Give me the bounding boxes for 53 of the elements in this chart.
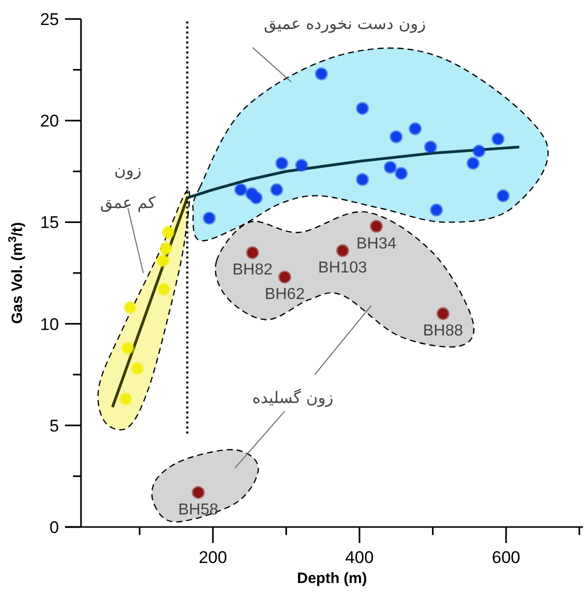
point (160, 242, 173, 256)
annotation: BH34 (356, 235, 396, 252)
point (472, 144, 486, 158)
point (278, 270, 292, 284)
y-tick-label: 5 (50, 416, 59, 436)
point (130, 362, 144, 376)
point (202, 212, 216, 225)
y-tick-label: 25 (40, 10, 59, 29)
point (192, 486, 205, 499)
x-tick-label: 400 (345, 548, 374, 567)
annotation: BH88 (423, 322, 464, 340)
point (466, 156, 480, 170)
y-tick-label: 15 (40, 213, 59, 232)
point (314, 67, 328, 80)
point (384, 160, 397, 174)
point (250, 191, 263, 204)
annotation: BH58 (178, 501, 218, 518)
point (430, 204, 443, 217)
point (157, 282, 170, 296)
y-tick-label: 10 (40, 314, 59, 334)
point (370, 220, 383, 233)
point (424, 140, 438, 154)
x-tick-label: 600 (492, 548, 520, 567)
point (295, 158, 308, 172)
point (275, 156, 288, 170)
x-axis-title: Depth (m) (297, 570, 367, 587)
annotation: BH62 (264, 286, 305, 304)
point (356, 102, 369, 115)
point (394, 166, 408, 180)
point (390, 130, 403, 144)
point (124, 301, 137, 314)
annotation: کم عمق (100, 192, 156, 212)
point (491, 132, 504, 146)
point (119, 392, 132, 406)
point (234, 183, 248, 196)
point (162, 226, 175, 239)
point (121, 342, 134, 355)
annotation: زون دست نخورده عمیق (264, 14, 426, 34)
y-tick-label: 20 (40, 112, 59, 131)
annotation: BH82 (232, 262, 273, 279)
y-tick-label: 0 (50, 518, 59, 537)
point (270, 183, 284, 196)
point (246, 246, 259, 260)
point (336, 244, 350, 258)
annotation: زون گسلیده (252, 388, 334, 407)
point (408, 122, 422, 136)
x-tick-label: 200 (198, 548, 228, 567)
point (356, 173, 369, 186)
annotation: زون (114, 160, 142, 180)
annotation: BH103 (318, 260, 368, 277)
point (156, 254, 170, 268)
point (496, 189, 510, 202)
point (436, 307, 450, 320)
